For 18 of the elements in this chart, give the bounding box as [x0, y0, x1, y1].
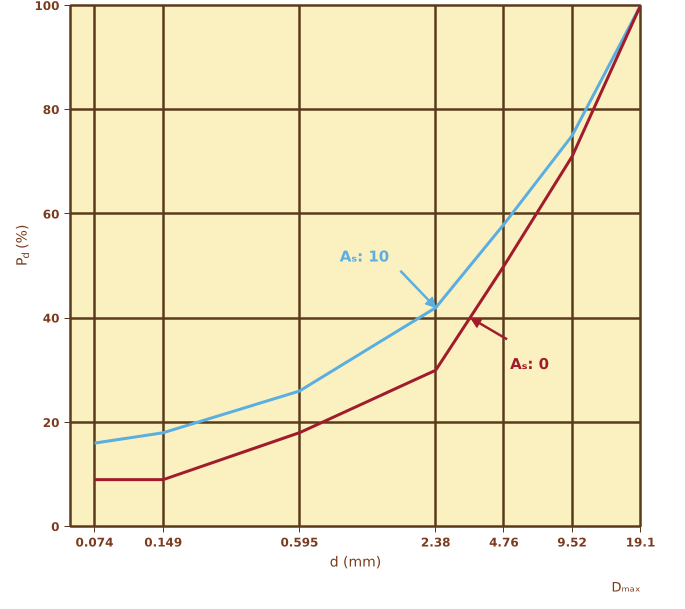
- y-tick-label: 60: [42, 207, 60, 222]
- y-axis-title: Pd (%): [14, 224, 32, 266]
- x-tick-label: 0.149: [144, 536, 182, 550]
- x-tick-label: 9.52: [557, 536, 587, 550]
- annotation: Aₛ: 0: [510, 354, 550, 373]
- text: Dₘₐₓ: [612, 580, 641, 596]
- y-tick-label: 80: [42, 103, 60, 118]
- x-tick-label: 0.074: [75, 536, 114, 550]
- y-tick-label: 40: [42, 312, 60, 326]
- annotation: Aₛ: 10: [340, 248, 390, 266]
- x-tick-label: 4.76: [489, 536, 519, 550]
- x-axis-title: d (mm): [330, 554, 382, 570]
- x-tick-label: 2.38: [420, 536, 451, 550]
- y-tick-label: 0: [51, 520, 60, 534]
- y-tick-label: 20: [42, 416, 60, 430]
- x-tick-label: 19.1: [626, 536, 656, 550]
- y-tick-label: 100: [34, 0, 60, 13]
- x-tick-label: 0.595: [280, 536, 318, 550]
